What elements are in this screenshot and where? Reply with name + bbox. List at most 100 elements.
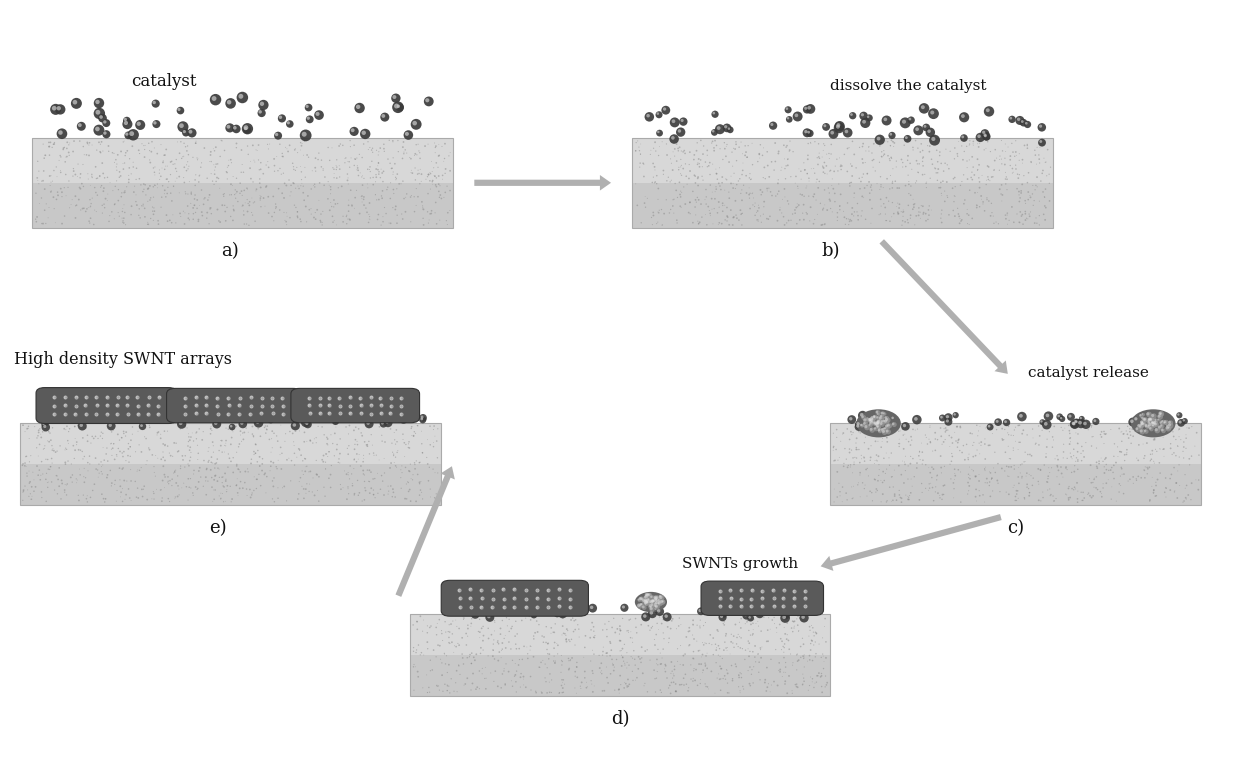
Point — [646, 602, 666, 615]
Point — [339, 213, 358, 226]
Point — [719, 584, 739, 597]
Point — [202, 175, 222, 187]
Point — [243, 420, 263, 433]
Point — [212, 435, 232, 447]
Point — [495, 679, 515, 691]
Point — [170, 207, 190, 220]
Point — [336, 468, 356, 481]
Point — [722, 170, 742, 182]
Point — [288, 146, 308, 159]
Point — [644, 206, 663, 218]
Point — [1121, 429, 1141, 442]
Point — [472, 662, 492, 675]
Point — [982, 428, 1002, 440]
Point — [393, 413, 413, 426]
Point — [1128, 470, 1148, 482]
Point — [418, 138, 438, 150]
Point — [357, 440, 377, 453]
Point — [521, 684, 541, 696]
Point — [696, 208, 715, 221]
Point — [150, 167, 170, 179]
Point — [775, 153, 795, 165]
Point — [676, 170, 696, 182]
Point — [393, 433, 413, 446]
Point — [139, 408, 159, 420]
Point — [1115, 449, 1135, 461]
Point — [708, 173, 728, 186]
Point — [533, 636, 553, 648]
Point — [417, 451, 436, 464]
Point — [615, 676, 635, 688]
Point — [336, 152, 356, 164]
Point — [139, 399, 159, 412]
Point — [701, 179, 720, 191]
Circle shape — [857, 410, 900, 438]
Point — [463, 667, 482, 680]
Point — [360, 487, 379, 500]
Point — [383, 483, 403, 496]
Point — [186, 481, 206, 493]
Point — [614, 682, 634, 695]
Point — [1018, 186, 1038, 198]
Point — [308, 204, 327, 216]
Point — [165, 175, 185, 187]
Point — [962, 463, 982, 475]
Point — [823, 128, 843, 140]
Point — [870, 417, 890, 430]
Point — [439, 631, 459, 644]
Point — [637, 596, 657, 608]
Point — [774, 646, 794, 659]
Point — [889, 433, 909, 446]
Point — [729, 214, 749, 226]
Point — [548, 601, 568, 614]
Point — [761, 156, 781, 168]
Point — [875, 467, 895, 480]
Point — [646, 597, 666, 610]
Point — [893, 210, 913, 222]
Point — [801, 671, 821, 684]
Point — [113, 135, 133, 148]
Point — [806, 176, 826, 189]
Point — [92, 179, 112, 192]
Point — [646, 600, 666, 612]
Point — [826, 160, 846, 172]
Point — [647, 594, 667, 606]
Point — [227, 137, 247, 150]
Point — [201, 420, 221, 432]
Point — [701, 629, 720, 641]
Point — [764, 675, 784, 687]
Point — [880, 182, 900, 195]
Point — [641, 211, 661, 224]
Point — [869, 458, 889, 471]
Point — [258, 155, 278, 168]
Point — [45, 136, 64, 149]
Point — [330, 392, 350, 404]
Point — [198, 191, 218, 204]
Point — [1073, 486, 1092, 499]
Point — [996, 446, 1016, 459]
Point — [117, 114, 136, 127]
Point — [77, 136, 97, 149]
Point — [244, 411, 264, 424]
Point — [892, 492, 911, 504]
Point — [694, 639, 714, 651]
Point — [722, 636, 742, 648]
Point — [854, 115, 874, 128]
Point — [27, 460, 47, 472]
Point — [661, 153, 681, 165]
Point — [108, 399, 128, 412]
Point — [470, 683, 490, 695]
Point — [841, 214, 861, 226]
Point — [1092, 490, 1112, 503]
Point — [1152, 408, 1172, 420]
Point — [867, 417, 887, 430]
Point — [250, 200, 270, 213]
Point — [16, 450, 36, 463]
Point — [618, 673, 637, 686]
Point — [743, 623, 763, 636]
Point — [1106, 495, 1126, 507]
Point — [521, 640, 541, 652]
Point — [201, 422, 221, 435]
Point — [198, 456, 218, 468]
Point — [383, 135, 403, 148]
